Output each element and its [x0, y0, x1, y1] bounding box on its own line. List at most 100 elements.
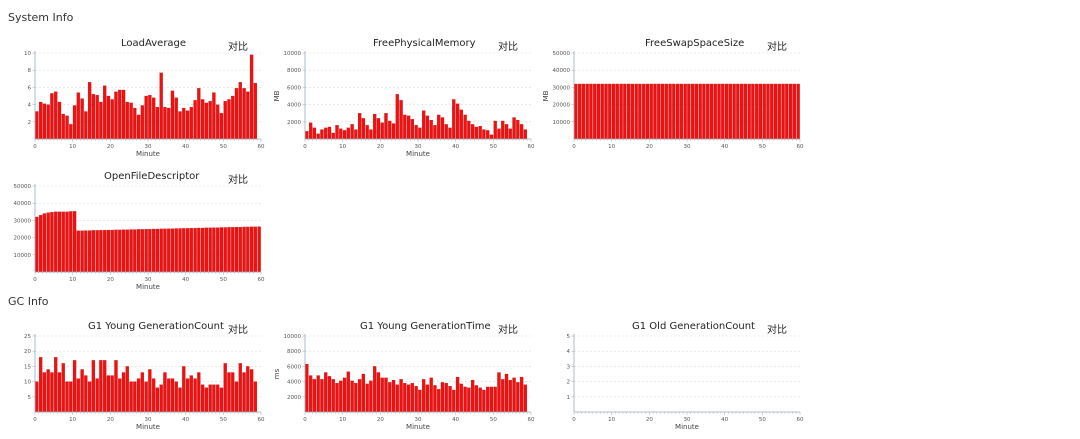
bar [193, 228, 197, 273]
x-tick-label: 10 [608, 144, 615, 150]
bar [777, 83, 781, 140]
x-tick-label: 30 [145, 277, 152, 283]
bar [425, 115, 430, 140]
bar [223, 227, 227, 273]
gridlines [35, 185, 261, 256]
bar [231, 227, 235, 273]
x-tick-label: 0 [33, 417, 37, 423]
x-tick-label: 10 [69, 417, 76, 423]
bar [626, 83, 631, 140]
bar [110, 375, 114, 413]
bar [54, 91, 58, 140]
bar [234, 227, 239, 273]
y-tick-label: 40000 [553, 68, 571, 74]
compare-button[interactable]: 对比 [498, 325, 518, 336]
bar [519, 376, 524, 413]
bar [796, 83, 800, 140]
y-tick-label: 10000 [14, 253, 32, 259]
free-swap-space-size-chart: FreeSwapSpaceSize 对比 0 10 20 30 40 50 60 10000 2… [542, 38, 807, 156]
bar [406, 115, 411, 140]
bar [758, 83, 763, 140]
bar [357, 113, 362, 140]
bar [634, 83, 638, 140]
bar [339, 128, 343, 140]
x-tick-label: 40 [721, 417, 728, 423]
bar [54, 211, 58, 273]
bar [785, 83, 789, 140]
bar [766, 83, 770, 140]
bar [46, 104, 50, 140]
bar [467, 120, 471, 140]
compare-button[interactable]: 对比 [228, 325, 248, 336]
bar [448, 127, 452, 140]
bar [238, 227, 242, 273]
bar [459, 109, 463, 140]
y-tick-label: 6000 [287, 364, 301, 370]
bar [99, 360, 103, 413]
bar [623, 83, 627, 140]
bar [61, 363, 65, 413]
bar [698, 83, 702, 140]
bar [354, 129, 358, 140]
bar [444, 124, 448, 140]
bar [452, 389, 456, 413]
compare-button[interactable]: 对比 [228, 175, 248, 186]
y-tick-label: 8000 [287, 349, 301, 355]
bar [444, 383, 448, 413]
bar [170, 228, 175, 273]
compare-button[interactable]: 对比 [767, 325, 787, 336]
bar [747, 83, 751, 140]
bar [99, 230, 103, 273]
bar [208, 384, 212, 413]
x-tick-label: 50 [220, 417, 227, 423]
y-tick-label: 4000 [287, 103, 301, 109]
bar [437, 389, 441, 413]
x-tick-label: 50 [759, 417, 766, 423]
compare-button[interactable]: 对比 [498, 42, 518, 53]
gc-info-heading: GC Info [8, 295, 49, 308]
bar [357, 379, 362, 413]
bar [702, 83, 706, 140]
bar [61, 211, 65, 273]
bar [755, 83, 759, 140]
bar [327, 376, 332, 413]
x-tick-label: 50 [220, 144, 227, 150]
bar [649, 83, 653, 140]
bar [399, 100, 403, 140]
bar [219, 113, 224, 140]
bar [422, 110, 426, 140]
bar [80, 369, 84, 413]
bar [369, 129, 373, 140]
bar [95, 378, 99, 413]
bar [95, 95, 99, 140]
bar [57, 372, 62, 413]
bar [376, 372, 381, 413]
bar [80, 98, 84, 140]
bar [376, 118, 381, 140]
bar [638, 83, 642, 140]
bar [762, 83, 766, 140]
y-tick-label: 4000 [287, 380, 301, 386]
bar [144, 229, 148, 273]
bar [788, 83, 793, 140]
compare-button[interactable]: 对比 [228, 42, 248, 53]
load-average-plot: 0 10 20 30 40 50 60 2 4 6 8 10 Minute [24, 51, 265, 158]
bar [253, 381, 257, 413]
bar [585, 83, 589, 140]
bar [42, 103, 47, 140]
x-tick-label: 40 [452, 144, 459, 150]
y-tick-label: 8000 [287, 68, 301, 74]
bar [645, 83, 650, 140]
bar [200, 384, 205, 413]
bar [668, 83, 672, 140]
bar-series [35, 357, 257, 413]
bar [253, 226, 257, 273]
compare-button[interactable]: 对比 [767, 42, 787, 53]
x-axis-title: Minute [406, 150, 430, 158]
bar [608, 83, 612, 140]
bar [208, 101, 212, 140]
bar [683, 83, 687, 140]
bar [350, 380, 354, 413]
bar [519, 124, 524, 140]
bar [118, 89, 122, 140]
